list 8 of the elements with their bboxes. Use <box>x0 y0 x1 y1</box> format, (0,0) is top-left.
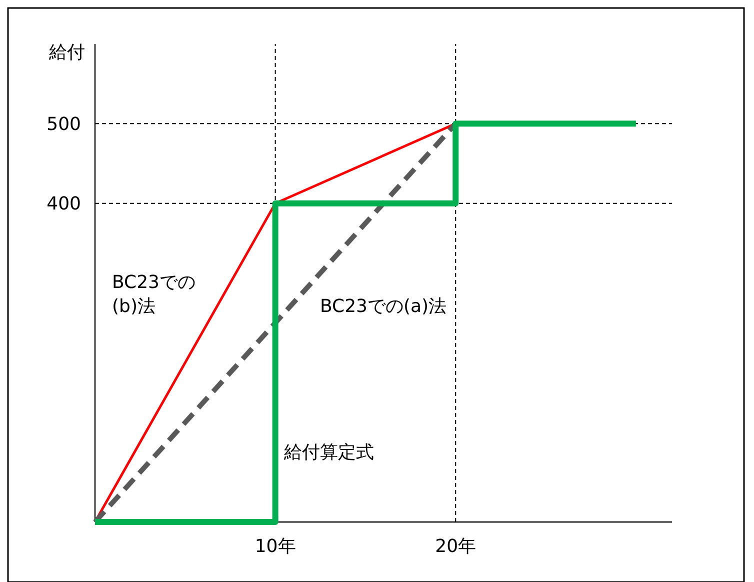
x-tick-label: 10年 <box>254 536 296 557</box>
series-label: BC23での(b)法 <box>112 272 196 317</box>
y-tick-label: 400 <box>46 194 81 215</box>
series-label: BC23での(a)法 <box>320 296 447 317</box>
x-tick-label: 20年 <box>435 536 476 557</box>
series-label: 給付算定式 <box>283 442 374 463</box>
y-tick-label: 500 <box>46 114 81 135</box>
y-axis-title: 給付 <box>48 42 85 63</box>
